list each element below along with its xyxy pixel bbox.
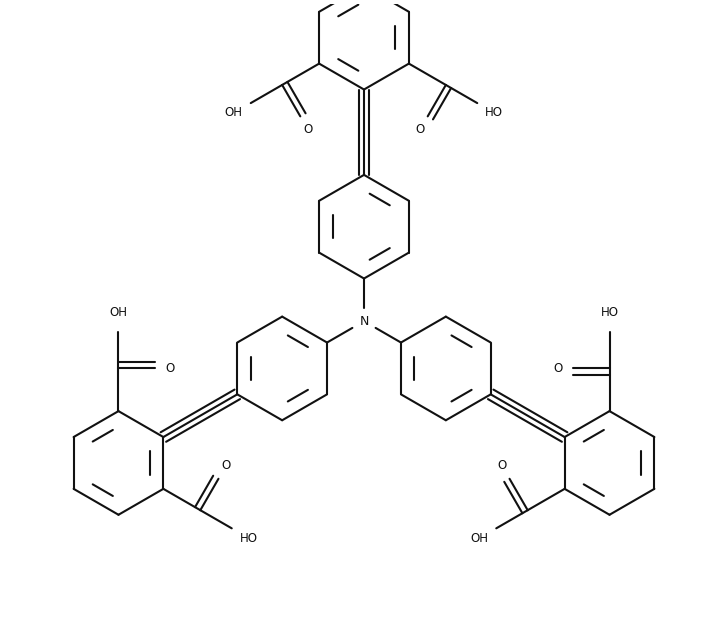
Text: O: O bbox=[165, 362, 175, 375]
Text: O: O bbox=[416, 123, 424, 136]
Text: HO: HO bbox=[485, 106, 503, 119]
Text: O: O bbox=[221, 459, 231, 472]
Text: OH: OH bbox=[470, 531, 488, 544]
Text: HO: HO bbox=[240, 531, 258, 544]
Text: O: O bbox=[304, 123, 312, 136]
Text: HO: HO bbox=[601, 306, 619, 319]
Text: OH: OH bbox=[109, 306, 127, 319]
Text: OH: OH bbox=[225, 106, 243, 119]
Text: O: O bbox=[553, 362, 563, 375]
Text: O: O bbox=[497, 459, 507, 472]
Text: N: N bbox=[360, 315, 368, 328]
